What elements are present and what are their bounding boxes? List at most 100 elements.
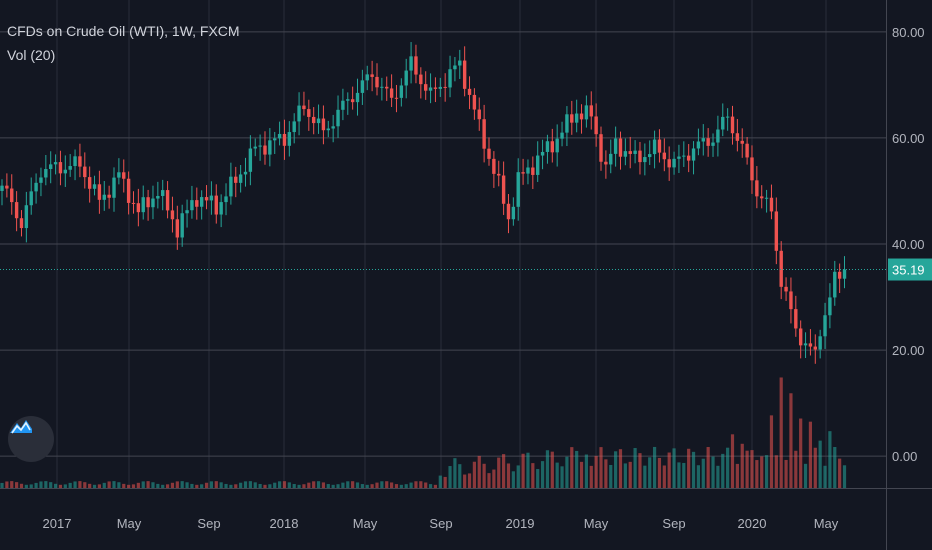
candle-body [146,197,150,208]
candle-body [594,116,598,135]
candle-body [613,138,618,154]
candle-body [487,148,491,159]
candle-body [745,143,749,158]
volume-bar [10,481,14,488]
volume-bar [282,481,287,488]
x-tick-label: Sep [429,516,452,531]
chart-title: CFDs on Crude Oil (WTI), 1W, FXCM [7,23,240,39]
volume-bar [399,484,403,488]
volume-bar [575,450,579,488]
volume-bar [146,481,150,488]
tradingview-logo-button[interactable] [8,416,54,462]
volume-bar [78,481,82,488]
volume-bar [0,482,4,488]
volume-indicator-label: Vol (20) [7,47,56,63]
x-tick-label: May [584,516,609,531]
volume-bar [307,482,311,488]
candle-body [638,150,642,163]
candle-body [652,139,657,155]
volume-bar [492,469,496,488]
candle-body [370,74,374,77]
candle-body [204,197,209,201]
candle-body [219,202,223,215]
volume-bar [764,455,769,488]
candle-body [536,155,540,175]
volume-bar [394,484,399,488]
volume-bar [424,482,428,488]
volume-bar [209,481,214,488]
volume-bar [687,448,691,488]
volume-bar [842,465,847,488]
x-tick-label: 2018 [270,516,299,531]
candle-body [58,162,63,174]
candle-body [550,141,555,153]
candle-body [5,185,9,189]
volume-bar [560,466,564,488]
candle-body [229,176,233,197]
volume-bar [570,447,574,488]
volume-bar [789,393,793,488]
volume-bar [214,481,218,488]
candle-body [350,99,355,103]
candle-body [521,172,525,174]
volume-bar [312,481,316,488]
candle-body [798,328,803,346]
candle-body [818,336,822,350]
candle-body [764,197,769,199]
chart-legend: CFDs on Crude Oil (WTI), 1W, FXCM Vol (2… [7,19,240,67]
candle-body [443,86,447,88]
volume-bar [83,482,87,488]
volume-bar [521,453,525,488]
volume-bar [808,421,813,488]
volume-bar [5,481,9,488]
volume-bar [838,458,842,488]
volume-bar [677,462,681,488]
volume-bar [833,446,837,488]
volume-bar [662,465,666,488]
candle-body [282,133,287,146]
candle-body [570,114,574,123]
candle-body [730,116,735,134]
x-tick-label: 2019 [506,516,535,531]
candle-body [833,271,837,298]
volume-bar [735,463,739,488]
volume-bar [623,463,627,488]
volume-bar [589,465,593,488]
candle-body [151,198,155,208]
volume-bar [15,482,19,488]
candle-body [44,169,48,178]
candle-body [696,141,701,149]
candle-body [497,173,501,176]
candle-body [165,190,170,211]
candle-body [375,76,379,88]
volume-bar [721,453,725,488]
candle-body [423,84,428,91]
volume-bar [477,455,481,488]
candle-body [657,139,662,153]
candle-body [355,92,360,103]
candle-body [234,176,238,183]
x-tick-label: Sep [662,516,685,531]
volume-bar [151,482,155,488]
volume-bar [609,464,613,488]
candle-body [462,60,467,89]
candle-body [579,113,584,120]
candle-body [360,80,365,93]
candle-body [574,113,579,123]
volume-bar [29,484,33,488]
volume-bar [97,484,101,488]
candle-body [633,150,637,154]
volume-bar [321,482,326,488]
volume-bar [107,481,111,488]
volume-bar [297,484,301,488]
candle-body [662,152,667,160]
candle-body [453,65,457,70]
volume-bar [726,447,730,488]
volume-bar [448,466,452,488]
candle-body [63,169,68,174]
y-tick-label: 20.00 [892,343,925,358]
candle-body [467,88,472,95]
volume-bar [112,481,116,488]
last-price-label: 35.19 [892,263,925,278]
